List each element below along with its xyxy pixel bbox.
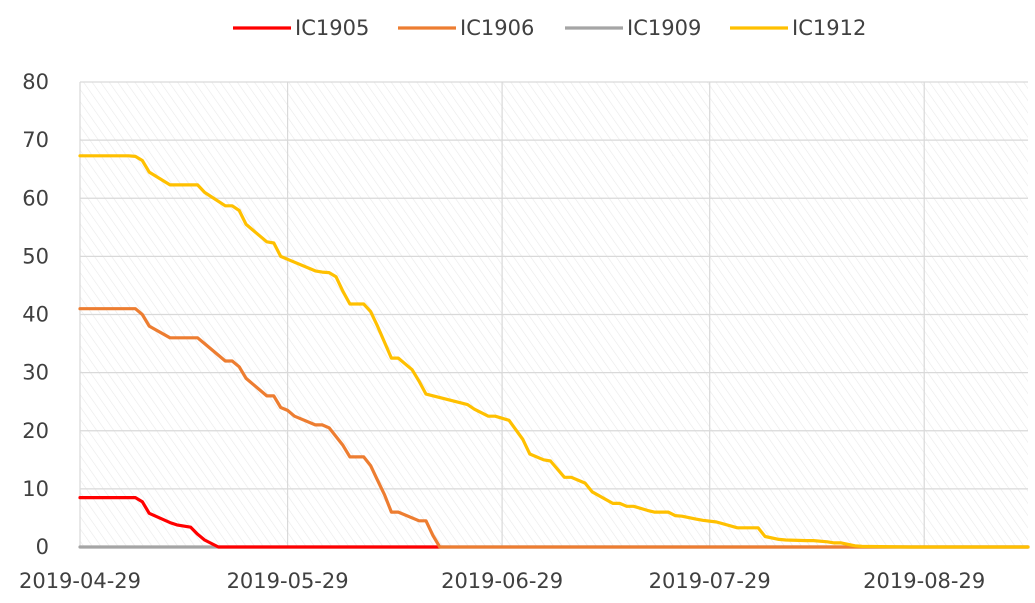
legend-item-ic1912: IC1912: [730, 16, 866, 40]
legend-label: IC1905: [295, 16, 369, 40]
series-line-ic1912: [78, 154, 1030, 549]
y-tick-labels: 0 10 20 30 40 50 60 70 80: [22, 70, 49, 559]
gridlines: [80, 81, 1028, 547]
y-tick-label: 20: [22, 419, 49, 443]
y-tick-label: 10: [22, 477, 49, 501]
legend-item-ic1906: IC1906: [398, 16, 534, 40]
x-tick-label: 2019-04-29: [19, 569, 141, 593]
series-line-ic1906: [78, 307, 1030, 549]
legend-label: IC1912: [792, 16, 866, 40]
y-tick-label: 80: [22, 70, 49, 94]
series-line-ic1905: [78, 496, 442, 549]
y-tick-label: 0: [36, 535, 49, 559]
y-tick-label: 60: [22, 186, 49, 210]
y-tick-label: 40: [22, 303, 49, 327]
x-tick-labels: 2019-04-29 2019-05-29 2019-06-29 2019-07-29…: [19, 569, 985, 593]
legend-item-ic1905: IC1905: [233, 16, 369, 40]
legend-label: IC1909: [627, 16, 701, 40]
x-tick-label: 2019-08-29: [863, 569, 985, 593]
legend-label: IC1906: [460, 16, 534, 40]
y-tick-label: 70: [22, 128, 49, 152]
y-tick-label: 30: [22, 361, 49, 385]
series-layer: [78, 154, 1030, 549]
x-tick-label: 2019-05-29: [227, 569, 349, 593]
legend-item-ic1909: IC1909: [565, 16, 701, 40]
x-tick-label: 2019-06-29: [441, 569, 563, 593]
x-tick-label: 2019-07-29: [649, 569, 771, 593]
legend: IC1905 IC1906 IC1909 IC1912: [233, 16, 866, 40]
y-tick-label: 50: [22, 244, 49, 268]
